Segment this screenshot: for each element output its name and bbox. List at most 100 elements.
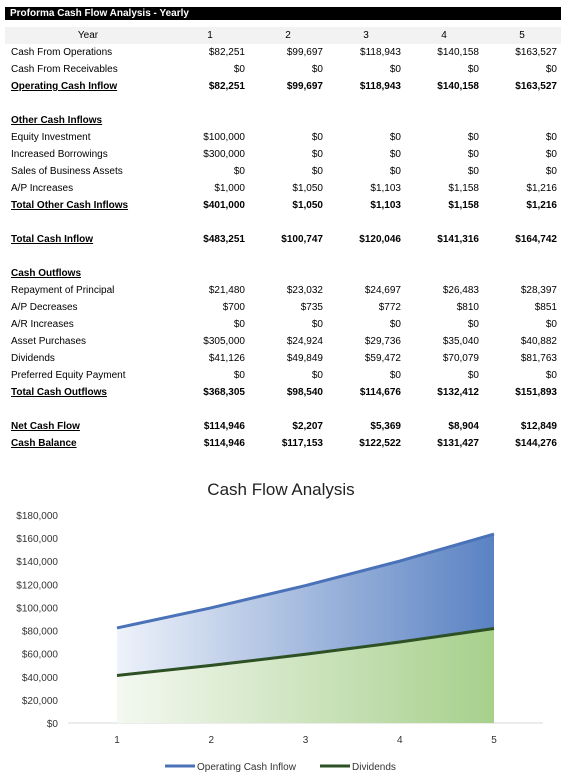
year-header-label: Year [5,27,171,44]
table-row: Increased Borrowings $300,000 $0 $0 $0 $0 [5,146,561,163]
row-value [327,265,405,282]
row-value: $49,849 [286,353,323,364]
row-value: $28,397 [520,285,557,296]
row-value [405,112,483,129]
row-value: $132,412 [437,387,479,398]
row-value [171,265,249,282]
row-value [405,401,483,418]
row-value: $1,216 [526,200,557,211]
legend-label: Operating Cash Inflow [197,762,297,773]
chart-svg: Cash Flow Analysis $0 $20,000 $40,000 $60,0… [16,480,543,773]
row-value [171,95,249,112]
row-value [327,248,405,265]
y-tick-label: $120,000 [16,580,58,591]
row-value: $8,904 [448,421,479,432]
row-value: $0 [311,149,323,160]
row-value: $164,742 [515,234,557,245]
y-tick-label: $60,000 [22,650,59,661]
row-value [249,401,327,418]
row-label: Asset Purchases [11,336,87,347]
row-value: $100,747 [281,234,323,245]
year-header-cell: 4 [405,27,483,44]
year-header-cell: 1 [171,27,249,44]
row-value [483,265,561,282]
row-value: $100,000 [203,132,245,143]
row-value: $117,153 [281,438,323,449]
row-value: $1,103 [370,200,401,211]
row-label: Other Cash Inflows [11,115,103,126]
row-value: $29,736 [364,336,401,347]
row-value: $0 [467,370,479,381]
row-value: $483,251 [203,234,245,245]
legend-label: Dividends [352,762,396,773]
row-label: Total Other Cash Inflows [11,200,129,211]
row-value: $401,000 [203,200,245,211]
row-value: $0 [545,64,557,75]
table-row: Operating Cash Inflow $82,251 $99,697 $118,… [5,78,561,95]
row-value: $82,251 [208,47,245,58]
row-value: $1,103 [370,183,401,194]
row-value [249,248,327,265]
row-value: $0 [233,64,245,75]
row-label: Operating Cash Inflow [11,81,118,92]
row-value: $70,079 [442,353,479,364]
row-value: $144,276 [515,438,557,449]
row-value: $82,251 [208,81,245,92]
row-value: $0 [467,149,479,160]
row-value: $0 [233,166,245,177]
row-value: $1,000 [214,183,245,194]
row-value: $0 [389,64,401,75]
row-label: Total Cash Outflows [11,387,107,398]
x-tick-label: 1 [114,735,120,746]
row-label [5,214,171,231]
table-title: Proforma Cash Flow Analysis - Yearly [5,7,561,20]
row-value: $5,369 [370,421,401,432]
y-tick-label: $80,000 [22,627,59,638]
row-value: $140,158 [437,81,479,92]
row-value: $98,540 [286,387,323,398]
year-header-cell: 3 [327,27,405,44]
table-row: Preferred Equity Payment $0 $0 $0 $0 $0 [5,367,561,384]
row-value [327,214,405,231]
row-value [483,248,561,265]
table-row: Sales of Business Assets $0 $0 $0 $0 $0 [5,163,561,180]
row-label: Equity Investment [11,132,91,143]
row-value: $26,483 [442,285,479,296]
row-value: $118,943 [359,81,401,92]
row-value: $0 [389,166,401,177]
row-value: $0 [467,132,479,143]
row-value: $24,697 [364,285,401,296]
row-value: $0 [467,64,479,75]
row-value: $772 [378,302,401,313]
row-value: $0 [389,370,401,381]
cash-flow-table: Year 1 2 3 4 5 Cash From Operations $82,2… [5,27,561,452]
table-row: Dividends $41,126 $49,849 $59,472 $70,079 $81… [5,350,561,367]
row-value [483,112,561,129]
row-value: $122,522 [359,438,401,449]
row-value [249,95,327,112]
year-header-cell: 5 [483,27,561,44]
row-value: $0 [545,166,557,177]
row-value: $41,126 [208,353,245,364]
row-label: Sales of Business Assets [11,166,123,177]
spacer-row [5,214,561,231]
table-row: A/P Increases $1,000 $1,050 $1,103 $1,158 $1,… [5,180,561,197]
row-value [405,95,483,112]
row-value: $0 [233,319,245,330]
series-line-0 [116,532,495,630]
row-value [483,214,561,231]
row-label: Repayment of Principal [11,285,115,296]
x-tick-label: 5 [491,735,497,746]
row-label [5,95,171,112]
row-value [483,401,561,418]
row-value [327,401,405,418]
row-value [405,265,483,282]
row-value: $81,763 [520,353,557,364]
row-value: $114,946 [203,438,245,449]
row-value: $1,158 [448,200,479,211]
row-value: $735 [300,302,323,313]
row-value: $35,040 [442,336,479,347]
row-value: $163,527 [515,47,557,58]
table-row: Cash Outflows [5,265,561,282]
table-row: A/P Decreases $700 $735 $772 $810 $851 [5,299,561,316]
